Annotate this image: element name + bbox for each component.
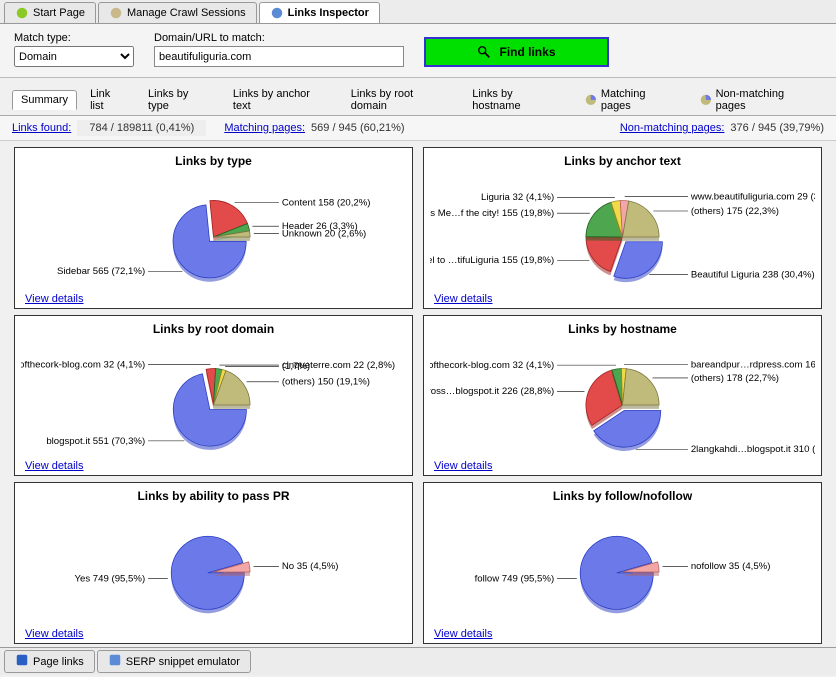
nonmatching-pages-value: 376 / 945 (39,79%) xyxy=(730,122,824,134)
sub-tab-label: Non-matching pages xyxy=(716,88,815,112)
bottom-tabs: Page links SERP snippet emulator xyxy=(0,647,836,675)
svg-text:Unknown 20 (2,6%): Unknown 20 (2,6%) xyxy=(282,229,366,240)
domain-label: Domain/URL to match: xyxy=(154,32,404,44)
stats-bar: Links found: 784 / 189811 (0,41%) Matchi… xyxy=(0,116,836,141)
pie-chart-icon xyxy=(699,93,713,107)
svg-text:Beautiful Liguria 238 (30,4%): Beautiful Liguria 238 (30,4%) xyxy=(691,270,815,281)
view-details-link[interactable]: View details xyxy=(430,626,497,641)
view-details-link[interactable]: View details xyxy=(430,458,497,473)
svg-text:Liguria 32 (4,1%): Liguria 32 (4,1%) xyxy=(481,192,554,203)
chart-title: Links by ability to pass PR xyxy=(21,487,406,507)
chart-card: Links by type Sidebar 565 (72,1%) Content … xyxy=(14,147,413,309)
top-tab-start-page[interactable]: Start Page xyxy=(4,2,96,23)
bottom-tab-icon xyxy=(108,653,122,670)
links-found-value: 784 / 189811 (0,41%) xyxy=(77,120,206,136)
view-details-link[interactable]: View details xyxy=(430,291,497,306)
chart-title: Links by follow/nofollow xyxy=(430,487,815,507)
svg-text:(others) 150 (19,1%): (others) 150 (19,1%) xyxy=(282,376,370,387)
chart-body: Beautiful Liguria 238 (30,4%) Travel to …… xyxy=(430,172,815,291)
bottom-tab-page-links[interactable]: Page links xyxy=(4,650,95,673)
sub-tab-links-by-type[interactable]: Links by type xyxy=(139,84,220,115)
sub-tab-non-matching-pages[interactable]: Non-matching pages xyxy=(690,84,824,115)
chart-title: Links by anchor text xyxy=(430,152,815,172)
chart-title: Links by hostname xyxy=(430,320,815,340)
svg-text:Yes 749 (95,5%): Yes 749 (95,5%) xyxy=(74,573,145,584)
svg-text:(others) 175 (22,3%): (others) 175 (22,3%) xyxy=(691,206,779,217)
svg-text:Content 158 (20,2%): Content 158 (20,2%) xyxy=(282,197,371,208)
chart-body: Sidebar 565 (72,1%)Content 158 (20,2%)He… xyxy=(21,172,406,291)
sub-tab-label: Matching pages xyxy=(601,88,677,112)
svg-text:blogspot.it 551 (70,3%): blogspot.it 551 (70,3%) xyxy=(46,435,145,446)
svg-text:alesofthecork-blog.com 32 (4,1: alesofthecork-blog.com 32 (4,1%) xyxy=(430,360,554,371)
tab-label: Links Inspector xyxy=(288,7,369,19)
toolbar: Match type: Domain Domain/URL to match: … xyxy=(0,24,836,78)
svg-text:follow 749 (95,5%): follow 749 (95,5%) xyxy=(475,573,555,584)
sub-tab-label: Links by hostname xyxy=(472,88,562,112)
bottom-tab-icon xyxy=(15,653,29,670)
match-type-label: Match type: xyxy=(14,32,134,44)
links-found-label[interactable]: Links found: xyxy=(12,122,71,134)
top-tab-links-inspector[interactable]: Links Inspector xyxy=(259,2,380,23)
chart-body: 2langkahdi…blogspot.it 310 (39,5 biancoro… xyxy=(430,340,815,459)
svg-text:No 35 (4,5%): No 35 (4,5%) xyxy=(282,561,339,572)
view-details-link[interactable]: View details xyxy=(21,458,88,473)
sub-tab-label: Links by root domain xyxy=(351,88,450,112)
nonmatching-pages-label[interactable]: Non-matching pages: xyxy=(620,122,725,134)
svg-text:www.beautifuliguria.com 29 (3,: www.beautifuliguria.com 29 (3,7%) xyxy=(690,192,815,203)
view-details-link[interactable]: View details xyxy=(21,626,88,641)
tab-icon xyxy=(15,6,29,20)
bottom-tab-label: SERP snippet emulator xyxy=(126,656,240,668)
tab-icon xyxy=(270,6,284,20)
tab-label: Manage Crawl Sessions xyxy=(127,7,246,19)
sub-tab-label: Summary xyxy=(21,94,68,106)
bottom-tab-serp-snippet-emulator[interactable]: SERP snippet emulator xyxy=(97,650,251,673)
match-type-select[interactable]: Domain xyxy=(14,46,134,67)
charts-grid: Links by type Sidebar 565 (72,1%) Content … xyxy=(0,141,836,647)
chart-title: Links by root domain xyxy=(21,320,406,340)
top-tab-manage-crawl-sessions[interactable]: Manage Crawl Sessions xyxy=(98,2,257,23)
svg-text:biancoross…blogspot.it 226 (28: biancoross…blogspot.it 226 (28,8%) xyxy=(430,386,554,397)
chart-card: Links by follow/nofollowfollow 749 (95,5… xyxy=(423,482,822,644)
sub-tab-matching-pages[interactable]: Matching pages xyxy=(575,84,686,115)
search-icon xyxy=(477,45,491,59)
svg-text:nofollow 35 (4,5%): nofollow 35 (4,5%) xyxy=(691,561,771,572)
find-links-label: Find links xyxy=(499,45,555,59)
svg-text:bareandpur…rdpress.com 16 (2%): bareandpur…rdpress.com 16 (2%) xyxy=(691,359,815,370)
svg-text:2langkahdi…blogspot.it 310 (39: 2langkahdi…blogspot.it 310 (39,5 xyxy=(691,444,815,455)
find-links-button[interactable]: Find links xyxy=(424,37,609,67)
chart-card: Links by anchor textBeautiful Liguria 23… xyxy=(423,147,822,309)
sub-tab-label: Links by type xyxy=(148,88,211,112)
matching-pages-label[interactable]: Matching pages: xyxy=(224,122,305,134)
sub-tab-links-by-root-domain[interactable]: Links by root domain xyxy=(342,84,459,115)
matching-pages-value: 569 / 945 (60,21%) xyxy=(311,122,405,134)
svg-text:(1,7%): (1,7%) xyxy=(282,361,310,372)
pie-chart-icon xyxy=(584,93,598,107)
svg-text:(others) 178 (22,7%): (others) 178 (22,7%) xyxy=(691,372,779,383)
domain-input[interactable] xyxy=(154,46,404,67)
tab-icon xyxy=(109,6,123,20)
chart-card: Links by hostname2langkahdi…blogspot.it … xyxy=(423,315,822,477)
sub-tab-summary[interactable]: Summary xyxy=(12,90,77,110)
svg-text:Genoa's Me…f the city! 155 (19: Genoa's Me…f the city! 155 (19,8%) xyxy=(430,208,554,219)
chart-body: Yes 749 (95,5%) No 35 (4,5%) xyxy=(21,507,406,626)
sub-tab-label: Link list xyxy=(90,88,126,112)
chart-card: Links by ability to pass PRYes 749 (95,5… xyxy=(14,482,413,644)
sub-tab-label: Links by anchor text xyxy=(233,88,329,112)
chart-body: blogspot.it 551 (70,3%) talesofthecork-bl… xyxy=(21,340,406,459)
chart-card: Links by root domainblogspot.it 551 (70,… xyxy=(14,315,413,477)
sub-tab-link-list[interactable]: Link list xyxy=(81,84,135,115)
chart-title: Links by type xyxy=(21,152,406,172)
svg-text:Sidebar 565 (72,1%): Sidebar 565 (72,1%) xyxy=(57,266,145,277)
bottom-tab-label: Page links xyxy=(33,656,84,668)
svg-text:Travel to …tifuLiguria 155 (19: Travel to …tifuLiguria 155 (19,8%) xyxy=(430,255,554,266)
chart-body: follow 749 (95,5%) nofollow 35 (4,5%) xyxy=(430,507,815,626)
tab-label: Start Page xyxy=(33,7,85,19)
svg-text:talesofthecork-blog.com 32 (4,: talesofthecork-blog.com 32 (4,1%) xyxy=(21,359,145,370)
top-tabs: Start Page Manage Crawl Sessions Links I… xyxy=(0,0,836,24)
sub-tab-links-by-hostname[interactable]: Links by hostname xyxy=(463,84,571,115)
sub-tabs: Summary Link list Links by type Links by an… xyxy=(0,78,836,116)
view-details-link[interactable]: View details xyxy=(21,291,88,306)
sub-tab-links-by-anchor-text[interactable]: Links by anchor text xyxy=(224,84,338,115)
